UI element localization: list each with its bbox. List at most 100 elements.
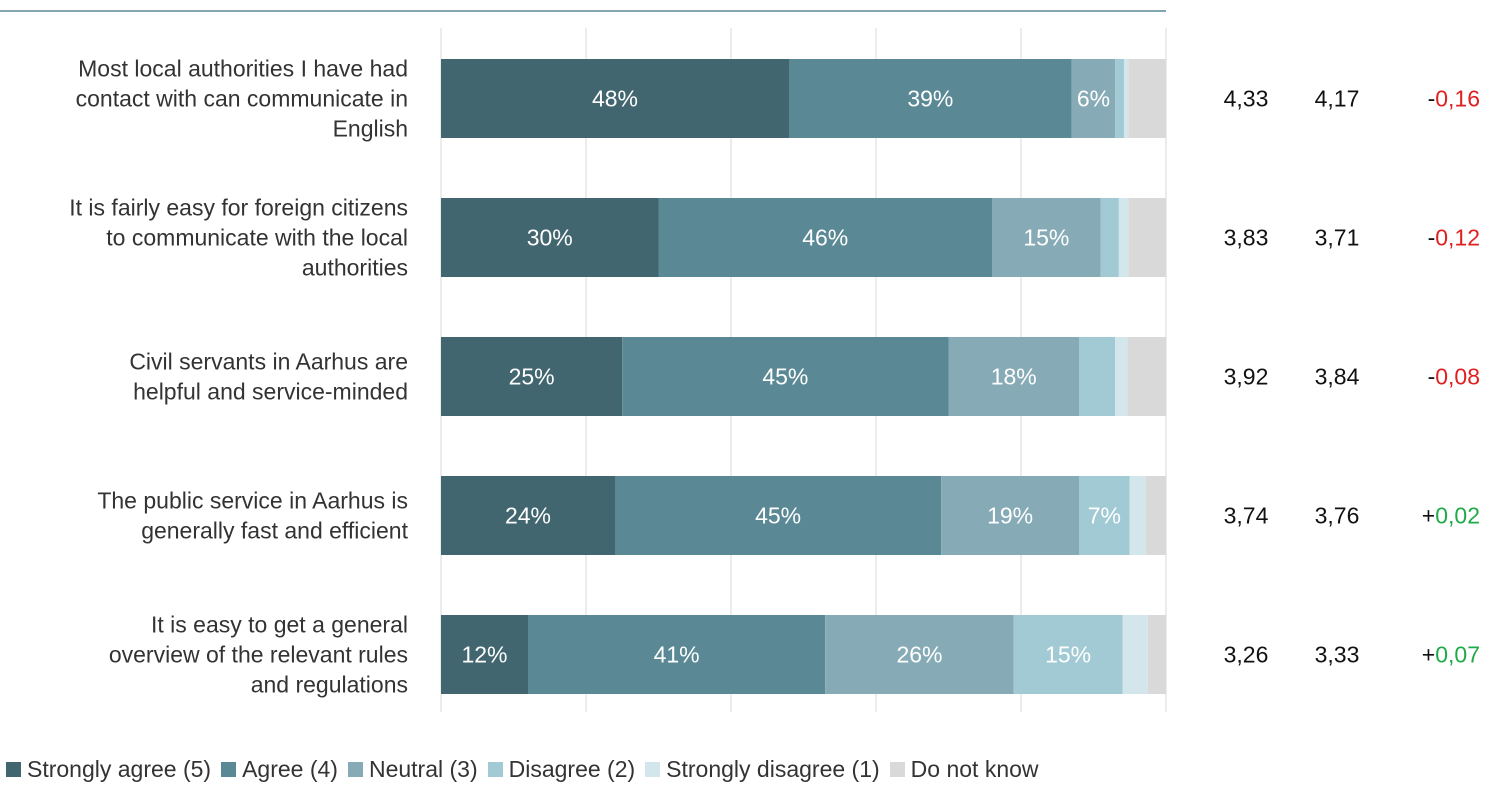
category-labels: Most local authorities I have had contact… <box>69 56 408 698</box>
bar-segment <box>1079 337 1116 416</box>
bar-data-label: 30% <box>527 225 573 251</box>
legend-swatch <box>487 762 503 777</box>
change-sign: + <box>1422 642 1435 668</box>
category-label: to communicate with the local <box>106 225 408 251</box>
bar-segment <box>441 476 615 555</box>
bar-data-label: 7% <box>1088 503 1121 529</box>
legend-item: Neutral (3) <box>347 756 478 783</box>
bar-data-label: 15% <box>1023 225 1069 251</box>
bar-segment <box>948 337 1079 416</box>
bar-segment <box>992 198 1101 277</box>
value-columns: 4,33 3,83 3,92 3,74 3,26 4,17 3,71 3,84 3,76 3,33… <box>1224 86 1480 668</box>
change-number: 0,16 <box>1435 86 1480 112</box>
change-sign: - <box>1428 364 1436 390</box>
score-value: 3,33 <box>1315 642 1360 668</box>
bar-segment <box>1115 337 1128 416</box>
bar-data-label: 19% <box>987 503 1033 529</box>
change-number: 0,07 <box>1435 642 1480 668</box>
bar-segment <box>1147 615 1166 694</box>
legend-swatch <box>889 762 905 777</box>
bar-data-label: 46% <box>802 225 848 251</box>
legend-label: Neutral (3) <box>368 756 478 782</box>
bar-segment <box>941 476 1079 555</box>
bar-data-label: 45% <box>755 503 801 529</box>
bar-segment <box>1071 59 1116 138</box>
bar-segment <box>789 59 1072 138</box>
bar-segment <box>1118 198 1129 277</box>
change-sign: - <box>1428 86 1436 112</box>
score-value: 3,74 <box>1224 503 1269 529</box>
category-label: contact with can communicate in <box>76 86 408 112</box>
category-label: It is fairly easy for foreign citizens <box>69 195 408 221</box>
legend-label: Agree (4) <box>242 756 338 782</box>
bar-segment <box>825 615 1014 694</box>
bar-segment <box>441 198 659 277</box>
legend-item: Agree (4) <box>221 756 338 783</box>
category-label: authorities <box>302 255 408 281</box>
change-sign: + <box>1422 503 1435 529</box>
score-value: 4,33 <box>1224 86 1269 112</box>
bar-segment <box>1128 198 1166 277</box>
score-value: 3,26 <box>1224 642 1269 668</box>
legend-label: Strongly disagree (1) <box>666 756 880 782</box>
bar-segment <box>1129 476 1146 555</box>
bar-segment <box>441 337 623 416</box>
change-number: 0,02 <box>1435 503 1480 529</box>
category-label: Civil servants in Aarhus are <box>129 349 408 375</box>
legend-swatch <box>347 762 363 777</box>
change-value: +0,02 <box>1422 503 1480 529</box>
category-label: English <box>333 116 408 142</box>
change-sign: - <box>1428 225 1436 251</box>
bar-data-label: 39% <box>907 86 953 112</box>
bar-segment <box>1079 476 1130 555</box>
category-label: It is easy to get a general <box>151 612 408 638</box>
legend: Strongly agree (5) Agree (4) Neutral (3) Di… <box>6 756 1049 783</box>
category-label: Most local authorities I have had <box>78 56 408 82</box>
stacked-bar-chart: 48% 39% 6% 30% 46% 15% 25% 45% 18% 24% 45% 19% 7% 12%… <box>0 10 1480 712</box>
category-label: overview of the relevant rules <box>109 642 408 668</box>
legend-label: Disagree (2) <box>508 756 636 782</box>
bar-data-label: 15% <box>1045 642 1091 668</box>
bar-segment <box>441 59 789 138</box>
score-value: 3,71 <box>1315 225 1360 251</box>
change-number: 0,12 <box>1435 225 1480 251</box>
score-value: 4,17 <box>1315 86 1360 112</box>
bar-data-label: 48% <box>592 86 638 112</box>
bar-segment <box>1145 476 1166 555</box>
category-label: generally fast and efficient <box>141 518 408 544</box>
bar-data-label: 45% <box>762 364 808 390</box>
bar-segment <box>1122 615 1148 694</box>
change-number: 0,08 <box>1435 364 1480 390</box>
legend-swatch <box>221 762 237 777</box>
legend-item: Strongly agree (5) <box>6 756 211 783</box>
bar-data-label: 18% <box>991 364 1037 390</box>
bar-segment <box>658 198 992 277</box>
bar-segment <box>1100 198 1119 277</box>
change-value: +0,07 <box>1422 642 1480 668</box>
category-label: The public service in Aarhus is <box>97 488 408 514</box>
bar-segment <box>1115 59 1124 138</box>
bar-data-label: 41% <box>654 642 700 668</box>
score-value: 3,92 <box>1224 364 1269 390</box>
bar-segment <box>441 615 528 694</box>
bar-segment <box>1013 615 1123 694</box>
bars: 48% 39% 6% 30% 46% 15% 25% 45% 18% 24% 45% 19% 7% 12%… <box>441 59 1166 694</box>
score-value: 3,76 <box>1315 503 1360 529</box>
score-value: 3,83 <box>1224 225 1269 251</box>
change-value: -0,12 <box>1428 225 1480 251</box>
bar-segment <box>528 615 826 694</box>
category-label: helpful and service-minded <box>133 379 408 405</box>
legend-label: Strongly agree (5) <box>27 756 212 782</box>
bar-data-label: 26% <box>896 642 942 668</box>
bar-segment <box>1123 59 1129 138</box>
bar-data-label: 25% <box>509 364 555 390</box>
bar-data-label: 6% <box>1077 86 1110 112</box>
category-label: and regulations <box>251 672 408 698</box>
bar-segment <box>622 337 949 416</box>
bar-segment <box>615 476 942 555</box>
legend-item: Strongly disagree (1) <box>645 756 880 783</box>
legend-swatch <box>645 762 661 777</box>
legend-swatch <box>6 762 21 777</box>
legend-label: Do not know <box>910 756 1039 782</box>
score-value: 3,84 <box>1315 364 1360 390</box>
